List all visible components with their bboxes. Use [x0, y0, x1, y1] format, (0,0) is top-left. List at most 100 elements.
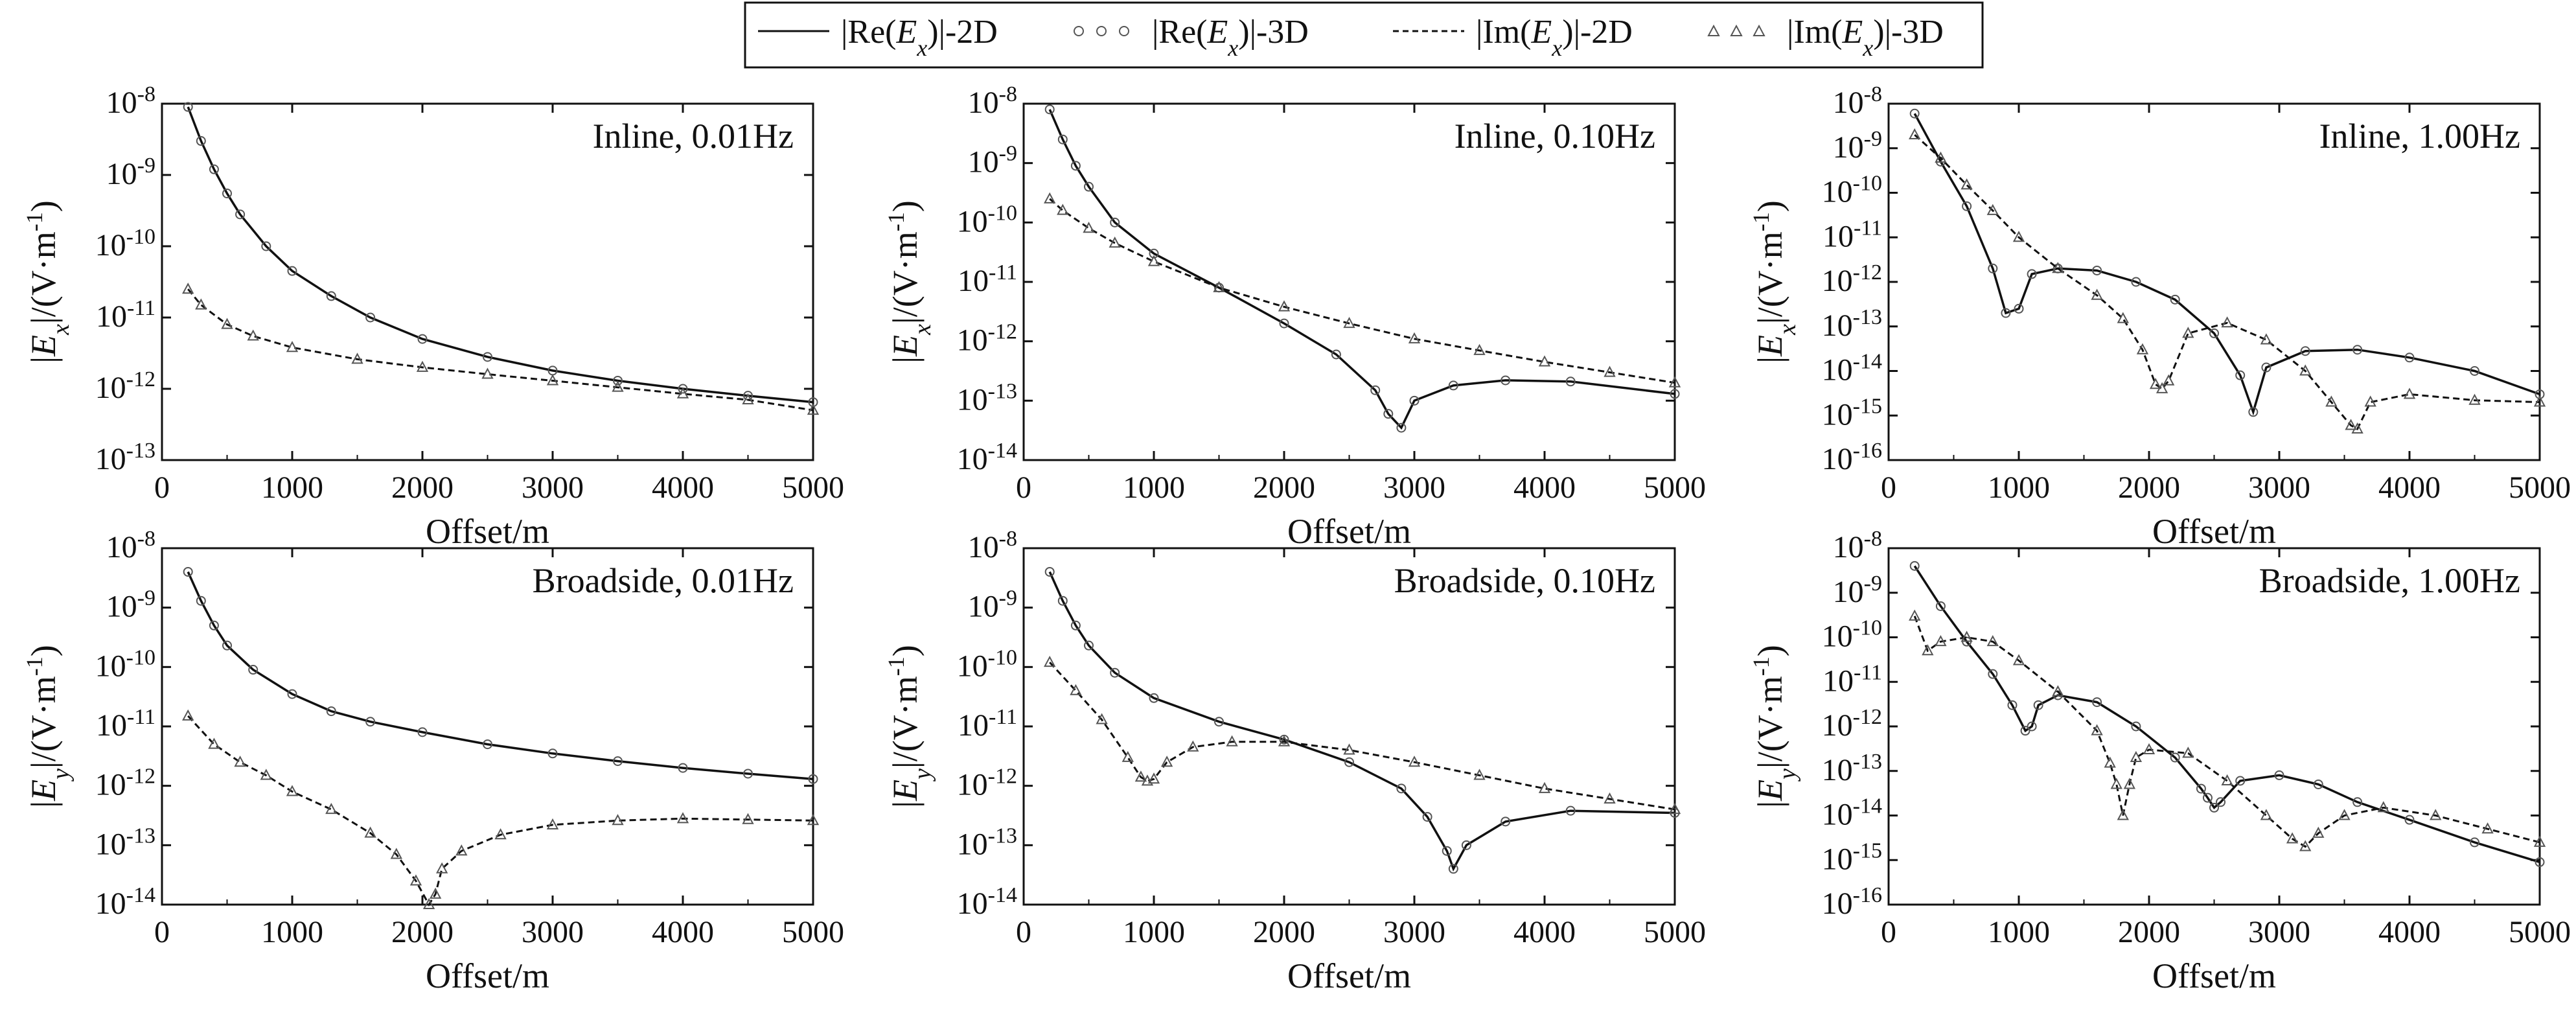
series-re-3d-marker	[2209, 328, 2219, 338]
series-re-3d-marker	[1935, 601, 1946, 611]
series-im-3d-marker	[247, 329, 259, 341]
y-tick-label: 10-9	[106, 586, 155, 624]
x-tick-label: 3000	[522, 470, 584, 505]
series-im-3d-marker	[2052, 262, 2064, 273]
series-im-3d-marker	[2182, 746, 2194, 758]
x-tick-label: 5000	[782, 915, 844, 949]
y-tick-label: 10-12	[1822, 705, 1882, 743]
series-re-3d-marker	[261, 241, 271, 251]
series-im-3d-marker	[807, 403, 820, 415]
series-re-3d-marker	[1988, 669, 1998, 679]
series-im-3d-marker	[221, 318, 233, 329]
series-re-3d-marker	[1110, 217, 1120, 227]
series-im-3d-marker	[286, 341, 299, 353]
legend-entry: |Im(Ex)|-3D	[1707, 14, 1944, 61]
y-tick-label: 10-13	[1822, 305, 1882, 343]
y-tick-label: 10-13	[95, 439, 155, 477]
y-tick-label: 10-14	[95, 883, 155, 921]
y-axis-title: |Ey|/(V·m-1)	[883, 645, 936, 807]
series-im-3d-marker	[2117, 809, 2129, 820]
series-re-3d-marker	[1044, 104, 1055, 115]
series-im-3d-marker	[2260, 333, 2273, 345]
series-im-3d-marker	[1147, 772, 1160, 784]
series-re-3d-marker	[2300, 346, 2310, 356]
series-im-3d-marker	[807, 814, 820, 826]
y-tick-label: 10-11	[958, 260, 1017, 299]
series-im-3d-marker	[2533, 395, 2546, 407]
series-re-3d-marker	[183, 102, 193, 112]
plot-frame	[1887, 547, 2541, 906]
series-re-3d-marker	[2170, 294, 2180, 305]
series-im-3d-marker	[1604, 792, 1616, 804]
series-re-3d-marker	[2170, 752, 2180, 763]
series-re-3d-marker	[1149, 693, 1159, 703]
series-im-3d-marker	[2377, 801, 2389, 813]
y-tick-label: 10-8	[968, 527, 1017, 565]
x-tick-label: 4000	[652, 915, 714, 949]
plot-frame	[161, 547, 814, 906]
y-tick-label: 10-16	[1822, 883, 1882, 921]
series-re-3d-marker	[2404, 815, 2415, 825]
series-re-3d-marker	[287, 266, 297, 276]
series-re-3d-marker	[196, 596, 206, 606]
y-tick-label: 10-12	[95, 367, 155, 406]
series-im-3d-marker	[1408, 756, 1421, 767]
series-re-3d-marker	[1044, 566, 1055, 577]
series-re-3d-marker	[2274, 770, 2284, 780]
series-re-3d-marker	[1331, 349, 1341, 360]
series-re-3d-marker	[1448, 380, 1458, 391]
series-im-3d-marker	[1986, 635, 1999, 647]
series-im-3d-marker	[2110, 778, 2122, 789]
series-re-3d-marker	[417, 334, 428, 344]
y-tick-label: 10-9	[1833, 126, 1882, 165]
panel-title: Inline, 1.00Hz	[2319, 117, 2520, 156]
plot-frame	[1022, 547, 1676, 906]
y-tick-label: 10-13	[95, 824, 155, 862]
y-tick-label: 10-11	[96, 705, 155, 743]
series-im-3d-marker	[2104, 756, 2116, 768]
series-im-3d-marker	[1604, 365, 1616, 377]
series-re-3d-marker	[287, 689, 297, 699]
series-im-3d-marker	[2345, 419, 2357, 430]
series-re-3d-marker	[2033, 700, 2043, 710]
series-re-3d-marker	[678, 763, 688, 773]
series-re-3d-marker	[1448, 864, 1458, 874]
series-im-3d-marker	[1922, 644, 1934, 656]
series-re-3d-marker	[1057, 596, 1068, 606]
series-re-3d-marker	[613, 375, 623, 386]
y-axis-title: |Ex|/(V·m-1)	[1748, 200, 1801, 363]
series-im-3d-marker	[435, 862, 448, 873]
y-tick-label: 10-10	[957, 645, 1017, 684]
y-tick-label: 10-10	[1822, 171, 1882, 209]
series-im-3d-marker	[2430, 809, 2442, 820]
series-im-3d-marker	[2221, 316, 2233, 328]
series-re-3d-marker	[1565, 376, 1576, 387]
legend-circle-marker	[1096, 26, 1107, 36]
series-re-3d-marker	[2131, 721, 2141, 732]
x-tick-label: 2000	[391, 915, 454, 949]
y-tick-label: 10-11	[1823, 216, 1882, 254]
series-re-3d-marker	[1149, 248, 1159, 259]
series-im-3d-marker	[1096, 713, 1108, 724]
series-re-3d-marker	[1670, 389, 1680, 399]
series-im-3d-marker	[1961, 178, 1973, 190]
series-re-3d-marker	[2248, 407, 2259, 417]
series-re-3d-marker	[2235, 370, 2246, 380]
legend-circle-marker	[1119, 26, 1129, 36]
series-re-3d-marker	[1565, 805, 1576, 816]
panel-title: Broadside, 0.10Hz	[1394, 561, 1655, 600]
series-im-3d-marker	[1538, 781, 1551, 793]
y-axis-title: |Ey|/(V·m-1)	[1748, 645, 1801, 807]
series-im-3d-marker	[1057, 203, 1069, 215]
series-im-3d-marker	[416, 360, 429, 372]
x-tick-label: 1000	[261, 470, 323, 505]
y-tick-label: 10-10	[95, 225, 155, 263]
series-re-3d-marker	[2535, 389, 2545, 399]
x-tick-label: 4000	[2378, 470, 2441, 505]
series-re-3d-marker	[2092, 697, 2102, 708]
x-tick-label: 5000	[782, 470, 844, 505]
series-im-3d-marker	[1226, 735, 1238, 746]
series-im-2d-line	[1913, 616, 2540, 848]
legend-triangle-marker	[1753, 24, 1765, 36]
